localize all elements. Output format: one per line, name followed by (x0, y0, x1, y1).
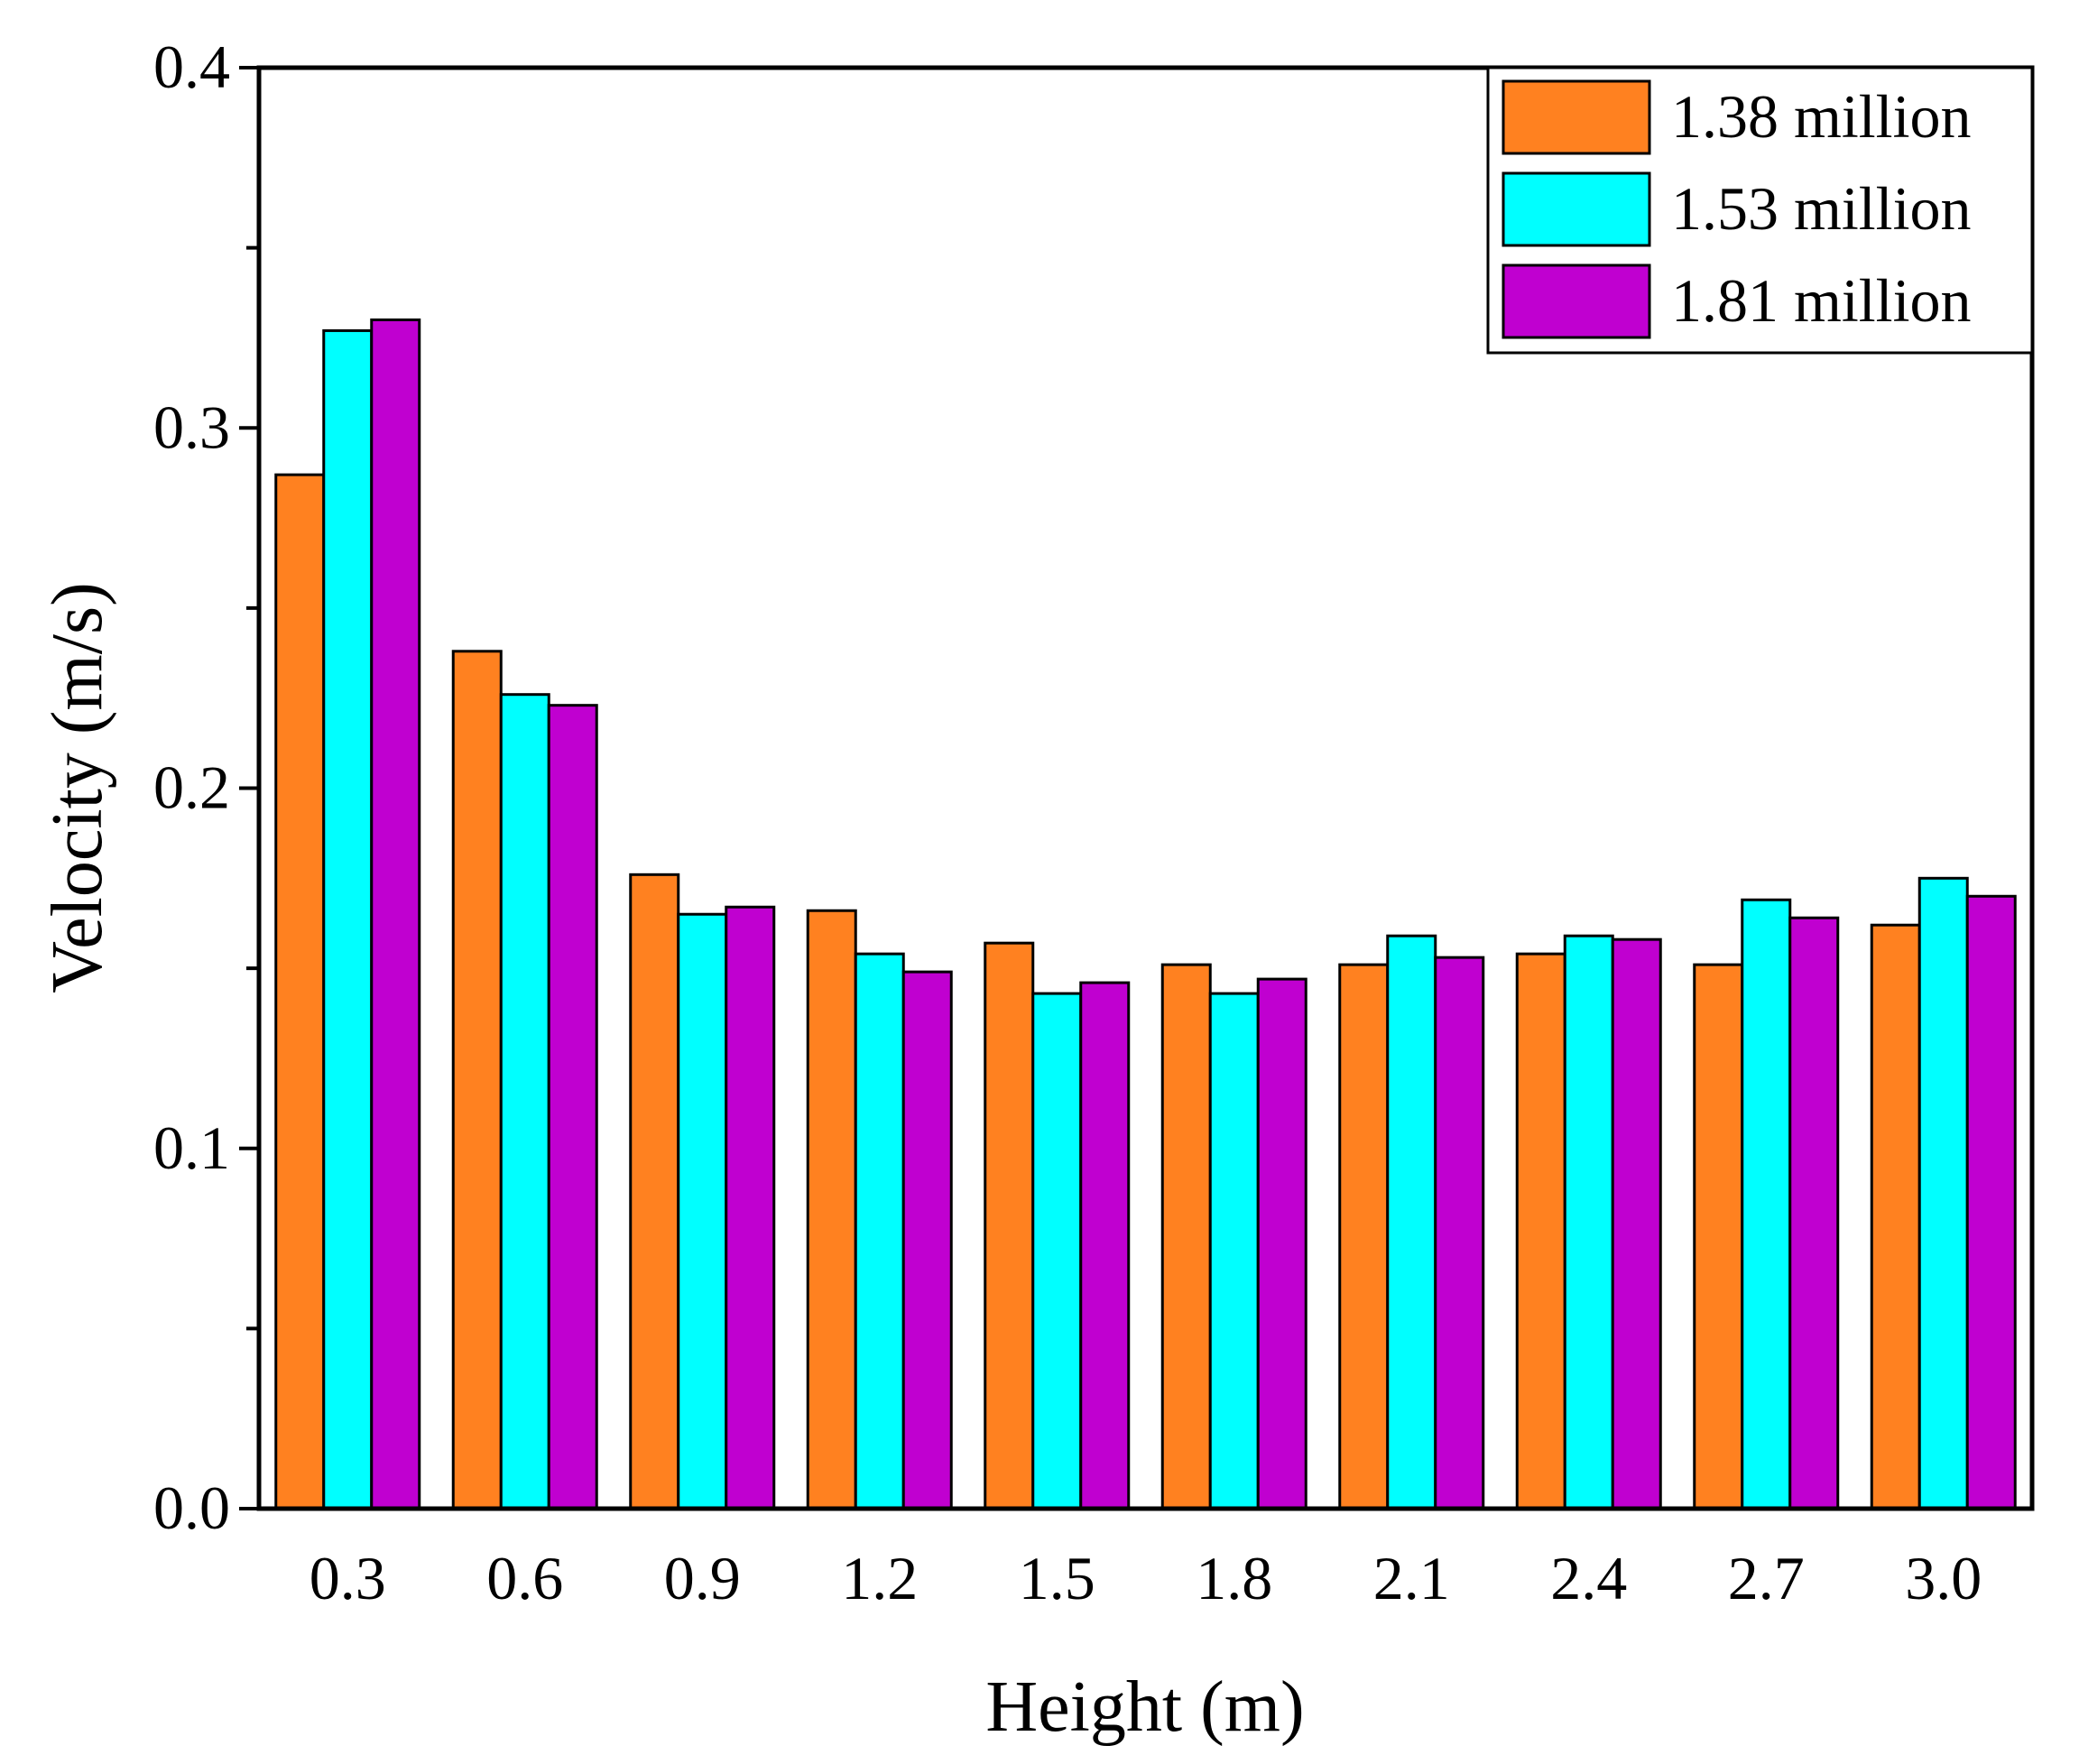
x-tick-label: 0.9 (664, 1544, 741, 1612)
bar-3-2.1 (1434, 956, 1485, 1510)
legend-label: 1.38 million (1671, 82, 1971, 151)
x-tick-label: 1.8 (1196, 1544, 1272, 1612)
bar-2-0.6 (499, 693, 550, 1510)
ticks-layer: 0.3 0.6 0.9 1.2 1.5 1.8 2.1 2.4 2.7 3.0 0.0 0.1 0.2 0… (153, 32, 1982, 1612)
x-tick-label: 1.5 (1019, 1544, 1095, 1612)
bar-2-1.8 (1208, 992, 1260, 1510)
y-tick-label: 0.4 (153, 32, 230, 101)
y-tick-label: 0.0 (153, 1473, 230, 1542)
legend-swatch (1502, 79, 1651, 155)
bar-3-0.9 (725, 905, 776, 1510)
bar-1-3.0 (1870, 923, 1921, 1510)
bar-3-2.7 (1788, 916, 1840, 1510)
bar-2-1.5 (1031, 992, 1083, 1510)
plot-frame (256, 65, 2035, 1511)
bar-1-2.7 (1693, 963, 1744, 1510)
y-tick-label: 0.3 (153, 393, 230, 461)
bar-2-0.9 (677, 912, 728, 1510)
legend-swatch (1502, 171, 1651, 247)
y-tick-label: 0.1 (153, 1113, 230, 1182)
bar-2-1.2 (854, 952, 905, 1510)
bar-1-2.1 (1338, 963, 1390, 1510)
x-tick-label: 2.7 (1728, 1544, 1805, 1612)
x-tick-label: 3.0 (1905, 1544, 1982, 1612)
bar-1-0.6 (451, 650, 503, 1510)
bars-layer (274, 318, 2017, 1510)
x-tick-label: 2.4 (1550, 1544, 1627, 1612)
y-tick-label: 0.2 (153, 753, 230, 822)
bar-1-0.9 (629, 873, 680, 1510)
bar-3-1.8 (1256, 977, 1307, 1510)
bar-1-1.5 (984, 941, 1035, 1510)
bar-2-2.4 (1563, 934, 1614, 1510)
bar-1-2.4 (1515, 952, 1566, 1510)
bar-1-1.2 (806, 909, 857, 1510)
x-axis-title: Height (m) (985, 1667, 1304, 1747)
bar-1-1.8 (1160, 963, 1212, 1510)
bar-3-3.0 (1965, 894, 2017, 1510)
bar-3-1.5 (1079, 981, 1131, 1510)
bar-3-0.6 (547, 704, 598, 1510)
bar-3-1.2 (901, 970, 953, 1510)
legend-label: 1.53 million (1671, 174, 1971, 243)
legend-swatch (1502, 263, 1651, 339)
y-axis-title: Velocity (m/s) (38, 582, 117, 993)
bar-3-0.3 (370, 318, 421, 1510)
bar-3-2.4 (1611, 937, 1662, 1510)
bar-2-2.1 (1386, 934, 1437, 1510)
bar-1-0.3 (274, 473, 326, 1510)
x-tick-label: 0.6 (486, 1544, 563, 1612)
x-tick-label: 2.1 (1373, 1544, 1450, 1612)
x-tick-label: 0.3 (310, 1544, 386, 1612)
bar-2-0.3 (322, 328, 374, 1510)
bar-2-3.0 (1917, 876, 1969, 1510)
legend: 1.38 million 1.53 million 1.81 million (1486, 66, 2034, 355)
legend-label: 1.81 million (1671, 266, 1971, 335)
x-tick-label: 1.2 (841, 1544, 918, 1612)
bar-2-2.7 (1741, 898, 1792, 1510)
